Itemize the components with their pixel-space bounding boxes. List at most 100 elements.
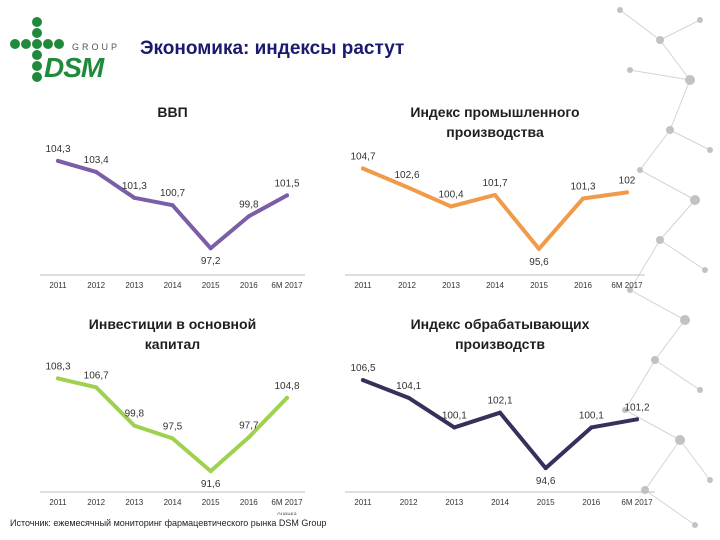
data-point — [406, 395, 411, 400]
data-label: 91,6 — [201, 479, 221, 490]
data-point — [452, 425, 457, 430]
chart-title-line: Инвестиции в основной — [89, 316, 256, 332]
page-title: Экономика: индексы растут — [140, 38, 405, 59]
estimate-note: оценка — [277, 512, 297, 515]
data-point — [94, 169, 99, 174]
x-tick-label: 6М 2017 — [271, 498, 303, 507]
data-label: 99,8 — [239, 199, 259, 210]
x-tick-label: 2015 — [202, 281, 220, 290]
data-point — [94, 385, 99, 390]
x-tick-label: 2014 — [486, 281, 504, 290]
x-tick-label: 2014 — [491, 498, 509, 507]
x-tick-label: 2012 — [398, 281, 416, 290]
chart-title-line: Индекс промышленного — [410, 104, 579, 120]
x-tick-label: 2015 — [537, 498, 555, 507]
x-tick-label: 2015 — [530, 281, 548, 290]
x-tick-label: 6М 2017 — [611, 281, 643, 290]
data-point — [208, 246, 213, 251]
chart-4: Индекс обрабатывающих производств 2011 2012… — [345, 316, 655, 507]
data-point — [405, 185, 409, 190]
data-label: 106,5 — [350, 363, 375, 374]
data-point — [246, 435, 251, 440]
x-tick-label: 2016 — [240, 281, 258, 290]
data-point — [285, 193, 289, 198]
logo-group-text: GROUP — [72, 42, 121, 52]
data-point — [543, 466, 548, 471]
data-label: 104,8 — [274, 381, 299, 392]
x-tick-label: 2011 — [354, 281, 372, 290]
data-label: 97,5 — [163, 421, 183, 432]
data-label: 106,7 — [84, 370, 109, 381]
x-tick-label: 2013 — [125, 281, 143, 290]
chart-1: ВВП 2011 2012 2013 2014 2015 2016 6М 2017 104,3 1… — [40, 104, 305, 290]
data-point — [132, 195, 137, 200]
data-label: 108,3 — [45, 361, 70, 372]
chart-title-line: капитал — [145, 336, 200, 352]
x-tick-label: 2015 — [202, 498, 220, 507]
data-point — [132, 423, 137, 428]
data-label: 102 — [619, 175, 636, 186]
data-label: 100,7 — [160, 188, 185, 199]
data-label: 102,6 — [394, 170, 419, 181]
data-point — [493, 192, 497, 197]
data-point — [625, 190, 629, 195]
dsm-group-logo: GROUP DSM — [6, 16, 124, 84]
source-note: Источник: ежемесячный мониторинг фармаце… — [10, 518, 327, 528]
data-label: 103,4 — [84, 155, 109, 166]
series-line — [361, 378, 639, 471]
data-label: 94,6 — [536, 476, 556, 487]
data-point — [537, 246, 541, 251]
data-label: 100,1 — [579, 410, 604, 421]
data-label: 104,3 — [45, 144, 70, 155]
data-label: 95,6 — [529, 257, 549, 268]
data-label: 101,3 — [122, 181, 147, 192]
data-point — [361, 378, 365, 383]
header: GROUP DSM Экономика: индексы растут — [0, 0, 720, 90]
data-point — [635, 417, 639, 422]
data-label: 104,7 — [350, 151, 375, 162]
chart-title-line: производств — [455, 336, 545, 352]
x-tick-label: 6М 2017 — [621, 498, 653, 507]
data-label: 100,4 — [438, 189, 463, 200]
x-tick-label: 2011 — [49, 498, 67, 507]
data-point — [361, 166, 365, 171]
data-point — [246, 214, 251, 219]
x-tick-label: 2016 — [574, 281, 592, 290]
data-label: 97,2 — [201, 256, 221, 267]
data-point — [170, 203, 175, 208]
x-tick-label: 2011 — [354, 498, 372, 507]
x-tick-label: 2013 — [445, 498, 463, 507]
logo-name-text: DSM — [44, 52, 104, 83]
data-point — [589, 425, 594, 430]
chart-title-line: производства — [446, 124, 544, 140]
data-point — [56, 158, 60, 163]
chart-3: Инвестиции в основной капитал 2011 2012 2013… — [40, 316, 305, 515]
data-label: 104,1 — [396, 381, 421, 392]
data-point — [285, 395, 289, 400]
data-label: 101,7 — [482, 178, 507, 189]
x-tick-label: 2014 — [164, 498, 182, 507]
x-tick-label: 2012 — [87, 498, 105, 507]
data-label: 101,5 — [274, 178, 299, 189]
data-point — [449, 204, 453, 209]
data-label: 101,3 — [570, 182, 595, 193]
data-label: 99,8 — [125, 409, 145, 420]
decorative-network-graphic — [617, 7, 713, 528]
x-tick-label: 2013 — [442, 281, 460, 290]
x-tick-label: 2013 — [125, 498, 143, 507]
data-point — [208, 469, 213, 474]
x-tick-label: 2016 — [240, 498, 258, 507]
data-label: 100,1 — [442, 410, 467, 421]
x-tick-label: 2012 — [400, 498, 418, 507]
data-label: 97,7 — [239, 420, 259, 431]
data-point — [56, 376, 60, 381]
data-point — [170, 436, 175, 441]
data-point — [498, 410, 502, 415]
data-label: 102,1 — [487, 396, 512, 407]
logo-cross-icon — [10, 17, 64, 82]
chart-2: Индекс промышленного производства 2011 2012… — [345, 104, 645, 290]
data-label: 101,2 — [624, 402, 649, 413]
chart-title-line: ВВП — [157, 104, 187, 120]
x-tick-label: 2012 — [87, 281, 105, 290]
data-point — [581, 196, 585, 201]
